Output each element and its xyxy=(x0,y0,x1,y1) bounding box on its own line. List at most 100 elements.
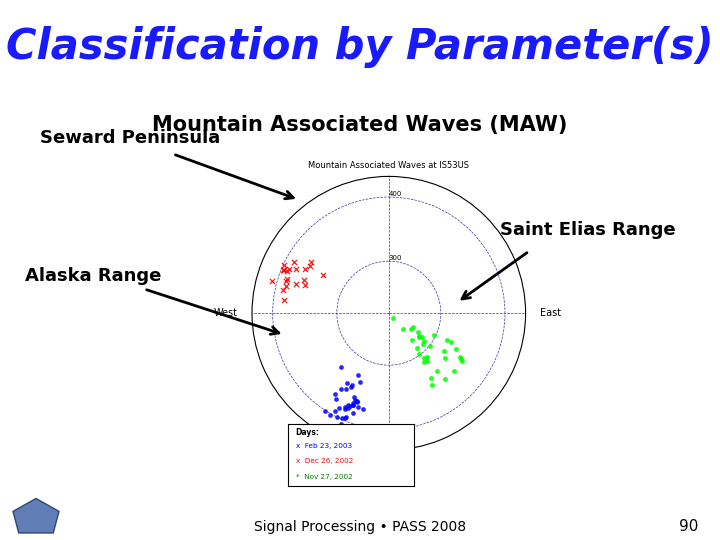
Point xyxy=(413,349,425,358)
Text: South: South xyxy=(374,456,403,467)
Point xyxy=(329,389,341,398)
Text: Classification by Parameter(s): Classification by Parameter(s) xyxy=(6,26,714,68)
Point xyxy=(421,356,433,365)
Point xyxy=(320,407,331,415)
Point xyxy=(283,265,294,274)
Point xyxy=(425,342,436,350)
Point xyxy=(324,411,336,420)
Point xyxy=(351,396,363,405)
Text: Mountain Associated Waves (MAW): Mountain Associated Waves (MAW) xyxy=(153,114,567,134)
Point xyxy=(418,354,429,362)
Point xyxy=(348,392,360,401)
Point xyxy=(406,336,418,345)
Point xyxy=(347,400,359,409)
Point xyxy=(336,384,347,393)
Point xyxy=(330,395,342,403)
Point xyxy=(418,336,430,345)
Point xyxy=(445,338,456,346)
Point xyxy=(299,275,310,284)
Point xyxy=(339,405,351,414)
Point xyxy=(290,280,302,288)
Point xyxy=(357,404,369,413)
Point xyxy=(425,374,436,383)
Point xyxy=(456,356,468,365)
Point xyxy=(340,413,351,422)
Point xyxy=(448,367,459,375)
Text: Saint Elias Range: Saint Elias Range xyxy=(500,221,676,239)
Point xyxy=(336,420,347,428)
Point xyxy=(347,399,359,408)
Point xyxy=(354,378,366,387)
Point xyxy=(278,261,289,269)
Point xyxy=(340,384,351,393)
Point xyxy=(414,332,426,341)
Point xyxy=(290,265,302,273)
Point xyxy=(339,414,351,423)
Point xyxy=(439,375,451,384)
Polygon shape xyxy=(13,498,59,533)
Point xyxy=(343,400,354,409)
Point xyxy=(278,266,289,275)
Text: x  Dec 26, 2002: x Dec 26, 2002 xyxy=(296,458,353,464)
Point xyxy=(304,262,315,271)
Point xyxy=(282,267,293,276)
Point xyxy=(336,414,347,423)
Point xyxy=(428,330,439,339)
Point xyxy=(413,328,424,336)
Point xyxy=(439,354,451,363)
Point xyxy=(289,258,300,266)
Point xyxy=(397,324,409,333)
Point xyxy=(352,370,364,379)
Text: West: West xyxy=(213,308,238,318)
Point xyxy=(421,353,433,362)
Point xyxy=(451,345,462,353)
Point xyxy=(431,367,442,376)
Point xyxy=(341,379,353,388)
Text: Seward Peninsula: Seward Peninsula xyxy=(40,129,220,147)
Point xyxy=(426,380,437,389)
Text: East: East xyxy=(540,308,562,318)
Point xyxy=(455,355,467,364)
Point xyxy=(387,313,399,322)
Point xyxy=(282,275,293,284)
Text: *  Nov 27, 2002: * Nov 27, 2002 xyxy=(296,474,352,480)
Point xyxy=(347,408,359,417)
Point xyxy=(299,281,310,289)
Point xyxy=(416,333,428,341)
Point xyxy=(330,428,341,437)
Text: 90: 90 xyxy=(679,519,698,534)
Text: Signal Processing • PASS 2008: Signal Processing • PASS 2008 xyxy=(254,519,466,534)
Text: Alaska Range: Alaska Range xyxy=(25,267,161,285)
Point xyxy=(352,402,364,411)
Point xyxy=(277,265,289,274)
Point xyxy=(305,258,316,266)
Point xyxy=(278,296,289,305)
Point xyxy=(345,383,356,391)
Point xyxy=(438,347,450,355)
Point xyxy=(280,276,292,285)
Point xyxy=(333,403,345,412)
Text: Days:: Days: xyxy=(296,428,320,437)
Point xyxy=(411,343,423,352)
Point xyxy=(300,265,311,274)
Point xyxy=(405,325,417,334)
Point xyxy=(413,333,425,341)
Text: x  Feb 23, 2003: x Feb 23, 2003 xyxy=(296,443,351,449)
Point xyxy=(335,363,346,372)
Title: Mountain Associated Waves at IS53US: Mountain Associated Waves at IS53US xyxy=(308,161,469,170)
Point xyxy=(278,285,289,294)
Point xyxy=(344,402,356,410)
Point xyxy=(346,381,358,389)
Point xyxy=(329,407,341,415)
Point xyxy=(342,403,354,412)
Point xyxy=(349,396,361,404)
Point xyxy=(418,358,430,367)
Point xyxy=(454,353,466,361)
Point xyxy=(347,401,359,410)
Point xyxy=(418,340,429,348)
Point xyxy=(441,335,453,344)
Point xyxy=(352,398,364,407)
Point xyxy=(281,281,292,290)
Point xyxy=(332,413,343,421)
Point xyxy=(266,277,277,286)
